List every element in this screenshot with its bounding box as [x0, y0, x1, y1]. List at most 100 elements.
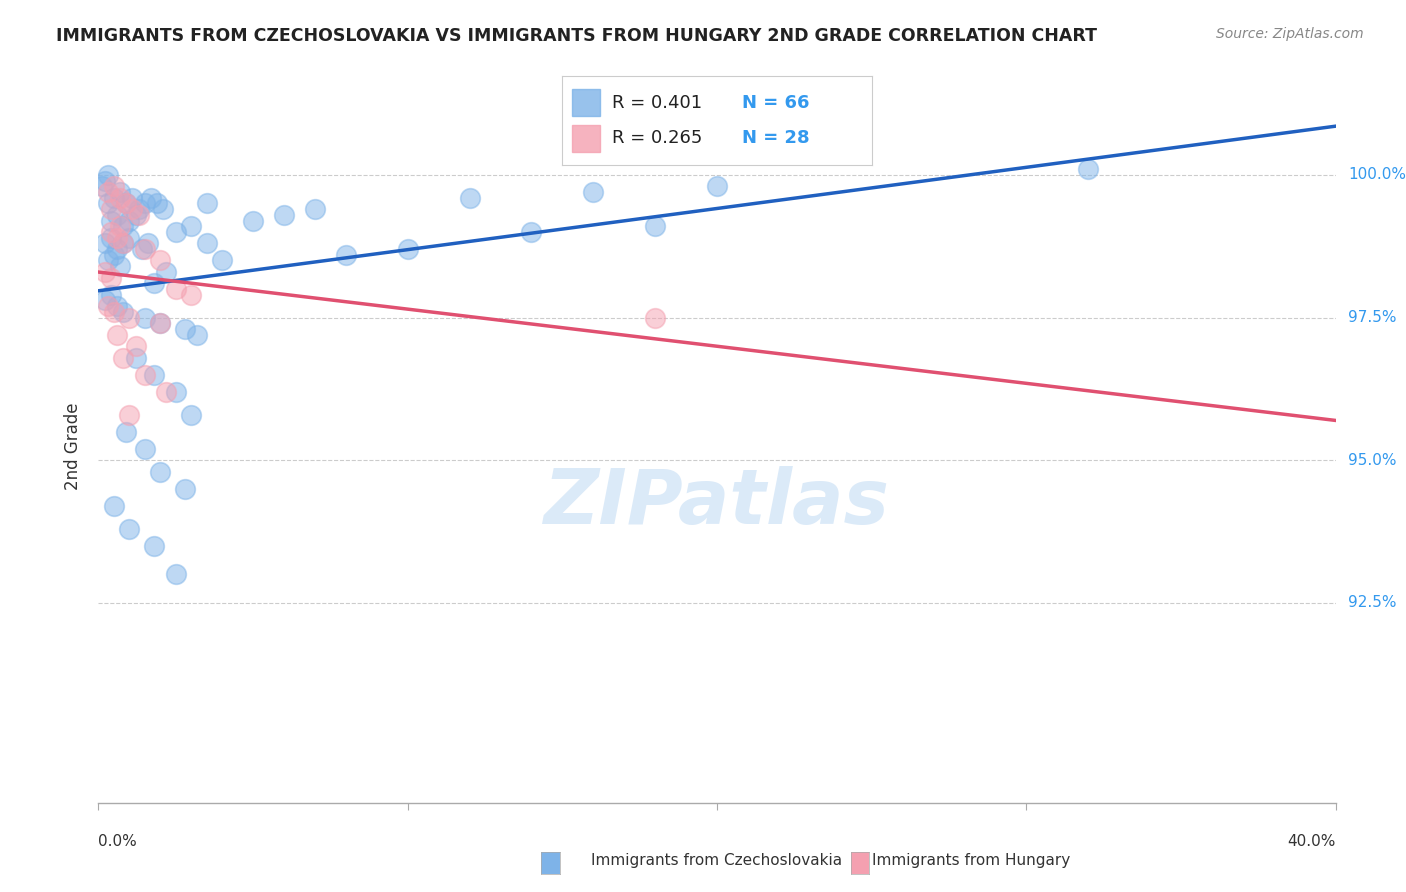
Point — [165, 567, 187, 582]
Point — [134, 368, 156, 382]
Point — [458, 191, 481, 205]
Point — [149, 253, 172, 268]
Point — [165, 384, 187, 399]
Point — [644, 310, 666, 325]
Point — [118, 522, 141, 536]
Point — [124, 351, 146, 365]
Point — [644, 219, 666, 234]
Bar — [572, 89, 599, 116]
Point — [128, 208, 150, 222]
Point — [143, 277, 166, 291]
Point — [149, 465, 172, 479]
Point — [335, 248, 357, 262]
Point — [143, 539, 166, 553]
Point — [115, 196, 138, 211]
Point — [520, 225, 543, 239]
Point — [211, 253, 233, 268]
Point — [195, 236, 218, 251]
Point — [149, 316, 172, 330]
Point — [1077, 162, 1099, 177]
Point — [105, 208, 128, 222]
Text: Source: ZipAtlas.com: Source: ZipAtlas.com — [1216, 27, 1364, 41]
Point — [195, 196, 218, 211]
Text: IMMIGRANTS FROM CZECHOSLOVAKIA VS IMMIGRANTS FROM HUNGARY 2ND GRADE CORRELATION : IMMIGRANTS FROM CZECHOSLOVAKIA VS IMMIGR… — [56, 27, 1097, 45]
Text: 40.0%: 40.0% — [1288, 834, 1336, 849]
Point — [93, 236, 115, 251]
Point — [121, 191, 143, 205]
Point — [100, 202, 122, 216]
Point — [124, 208, 146, 222]
Point — [108, 185, 131, 199]
Point — [97, 253, 120, 268]
Point — [105, 242, 128, 256]
Text: 97.5%: 97.5% — [1348, 310, 1396, 325]
Text: N = 28: N = 28 — [742, 129, 810, 147]
Point — [273, 208, 295, 222]
Point — [112, 305, 135, 319]
Point — [97, 299, 120, 313]
Point — [100, 213, 122, 227]
Point — [103, 191, 125, 205]
Point — [105, 230, 128, 244]
Point — [134, 242, 156, 256]
Point — [706, 179, 728, 194]
Point — [115, 196, 138, 211]
Point — [93, 265, 115, 279]
Point — [582, 185, 605, 199]
Point — [136, 236, 159, 251]
Point — [93, 173, 115, 187]
Point — [155, 265, 177, 279]
Point — [118, 213, 141, 227]
Point — [100, 225, 122, 239]
Point — [134, 310, 156, 325]
Text: 0.0%: 0.0% — [98, 834, 138, 849]
Point — [304, 202, 326, 216]
Point — [97, 196, 120, 211]
Text: ZIPatlas: ZIPatlas — [544, 467, 890, 540]
Point — [97, 168, 120, 182]
Point — [103, 499, 125, 513]
Point — [105, 327, 128, 342]
Point — [396, 242, 419, 256]
Bar — [572, 125, 599, 152]
Point — [112, 351, 135, 365]
Text: 95.0%: 95.0% — [1348, 453, 1396, 467]
Point — [108, 219, 131, 234]
Point — [128, 202, 150, 216]
Point — [118, 408, 141, 422]
Text: 92.5%: 92.5% — [1348, 596, 1396, 610]
Text: R = 0.265: R = 0.265 — [612, 129, 702, 147]
Point — [103, 179, 125, 194]
Point — [105, 299, 128, 313]
Text: Immigrants from Hungary: Immigrants from Hungary — [872, 854, 1070, 868]
Y-axis label: 2nd Grade: 2nd Grade — [65, 402, 83, 490]
Point — [139, 191, 162, 205]
Point — [134, 196, 156, 211]
Point — [103, 305, 125, 319]
Point — [115, 425, 138, 439]
Point — [165, 225, 187, 239]
Point — [121, 202, 143, 216]
Text: 100.0%: 100.0% — [1348, 168, 1406, 182]
Point — [100, 270, 122, 285]
Point — [131, 242, 153, 256]
Point — [242, 213, 264, 227]
Point — [149, 316, 172, 330]
Point — [174, 482, 197, 496]
Point — [97, 185, 120, 199]
Point — [134, 442, 156, 456]
Point — [152, 202, 174, 216]
Point — [174, 322, 197, 336]
Point — [124, 339, 146, 353]
Text: Immigrants from Czechoslovakia: Immigrants from Czechoslovakia — [591, 854, 842, 868]
Point — [103, 248, 125, 262]
Point — [146, 196, 169, 211]
Point — [180, 287, 202, 301]
Point — [112, 236, 135, 251]
Point — [143, 368, 166, 382]
Text: N = 66: N = 66 — [742, 94, 810, 112]
Point — [118, 310, 141, 325]
Point — [112, 236, 135, 251]
Point — [108, 191, 131, 205]
Point — [155, 384, 177, 399]
